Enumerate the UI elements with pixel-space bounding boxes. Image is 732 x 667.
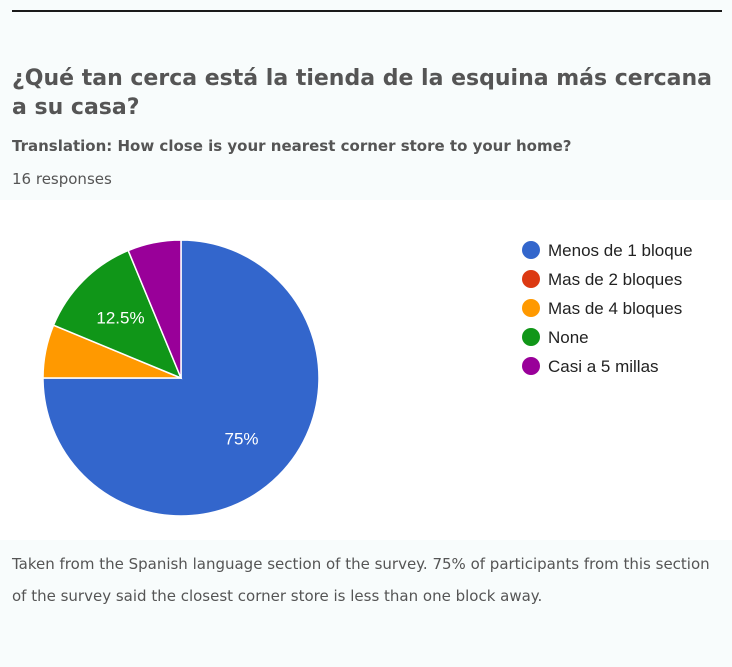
legend-swatch-mas-de-4-bloques xyxy=(522,299,540,317)
slice-none xyxy=(52,249,183,380)
question-translation: Translation: How close is your nearest c… xyxy=(12,137,572,155)
slice-label-menos-de-1-bloque: 75% xyxy=(224,430,258,449)
legend-label-menos-de-1-bloque: Menos de 1 bloque xyxy=(548,241,693,260)
slice-label-none: 12.5% xyxy=(96,308,144,327)
pie-data-labels: 75% 12.5% xyxy=(96,308,258,448)
chart-legend: Menos de 1 bloque Mas de 2 bloques Mas de … xyxy=(522,241,693,376)
question-title: ¿Qué tan cerca está la tienda de la esqu… xyxy=(12,66,712,120)
legend-swatch-mas-de-2-bloques xyxy=(522,270,540,288)
top-divider xyxy=(12,10,722,12)
pie-slices xyxy=(42,239,320,517)
legend-label-none: None xyxy=(548,328,589,347)
chart-panel: 75% 12.5% Menos de 1 bloque Mas de 2 bloqu… xyxy=(0,200,732,540)
legend-label-mas-de-4-bloques: Mas de 4 bloques xyxy=(548,299,682,318)
slice-menos-de-1-bloque xyxy=(42,239,320,517)
legend-swatch-none xyxy=(522,328,540,346)
legend-swatch-casi-a-5-millas xyxy=(522,357,540,375)
response-count: 16 responses xyxy=(12,170,112,188)
pie-chart: 75% 12.5% Menos de 1 bloque Mas de 2 bloqu… xyxy=(42,239,693,517)
legend-label-mas-de-2-bloques: Mas de 2 bloques xyxy=(548,270,682,289)
legend-label-casi-a-5-millas: Casi a 5 millas xyxy=(548,357,659,376)
legend-swatch-menos-de-1-bloque xyxy=(522,241,540,259)
figure-caption: Taken from the Spanish language section … xyxy=(12,555,710,605)
slice-casi-a-5-millas xyxy=(127,239,182,379)
